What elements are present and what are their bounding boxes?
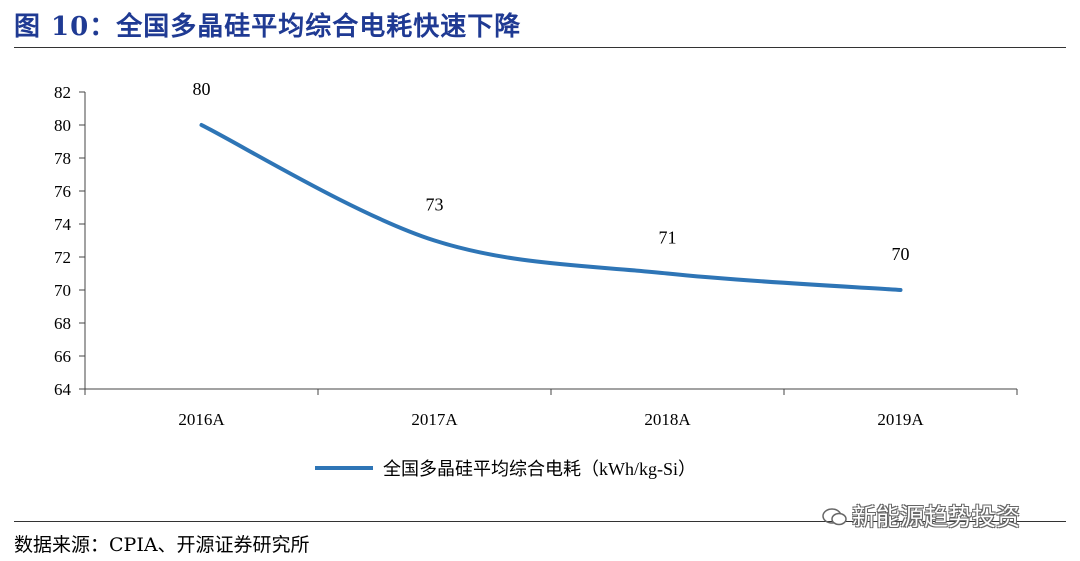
y-axis: 64 66 68 70 72 74 76 78 80 82	[54, 83, 86, 399]
y-tick-label: 74	[54, 215, 72, 234]
figure-title: 图 10：全国多晶硅平均综合电耗快速下降	[14, 12, 522, 42]
y-tick-label: 78	[54, 149, 71, 168]
series-layer	[199, 123, 903, 292]
data-label: 71	[659, 228, 677, 248]
data-label: 80	[193, 79, 211, 99]
wechat-icon	[822, 508, 847, 526]
watermark: 新能源趋势投资	[822, 497, 1020, 532]
y-tick-label: 66	[54, 347, 71, 366]
y-tick-label: 76	[54, 182, 71, 201]
x-tick-label: 2018A	[644, 410, 691, 429]
bottom-rule	[14, 521, 1066, 522]
x-tick-label: 2016A	[178, 410, 225, 429]
source-note: 数据来源：CPIA、开源证券研究所	[14, 534, 310, 556]
data-label: 73	[426, 195, 444, 215]
top-rule	[14, 47, 1066, 48]
legend: 全国多晶硅平均综合电耗（kWh/kg-Si）	[315, 459, 696, 479]
legend-label: 全国多晶硅平均综合电耗（kWh/kg-Si）	[383, 459, 696, 479]
x-tick-label: 2017A	[411, 410, 458, 429]
series-line	[199, 123, 903, 292]
y-tick-label: 70	[54, 281, 71, 300]
y-tick-label: 82	[54, 83, 71, 102]
line-chart: 64 66 68 70 72 74 76 78 80 82 2016A 2017A 2018A 2019…	[54, 79, 1018, 479]
data-labels: 80 73 71 70	[193, 79, 910, 264]
y-tick-label: 64	[54, 380, 72, 399]
watermark-text: 新能源趋势投资	[852, 503, 1020, 531]
y-tick-label: 72	[54, 248, 71, 267]
y-tick-label: 80	[54, 116, 71, 135]
data-label: 70	[892, 244, 910, 264]
y-tick-label: 68	[54, 314, 71, 333]
x-tick-label: 2019A	[877, 410, 924, 429]
x-axis: 2016A 2017A 2018A 2019A	[84, 388, 1018, 429]
